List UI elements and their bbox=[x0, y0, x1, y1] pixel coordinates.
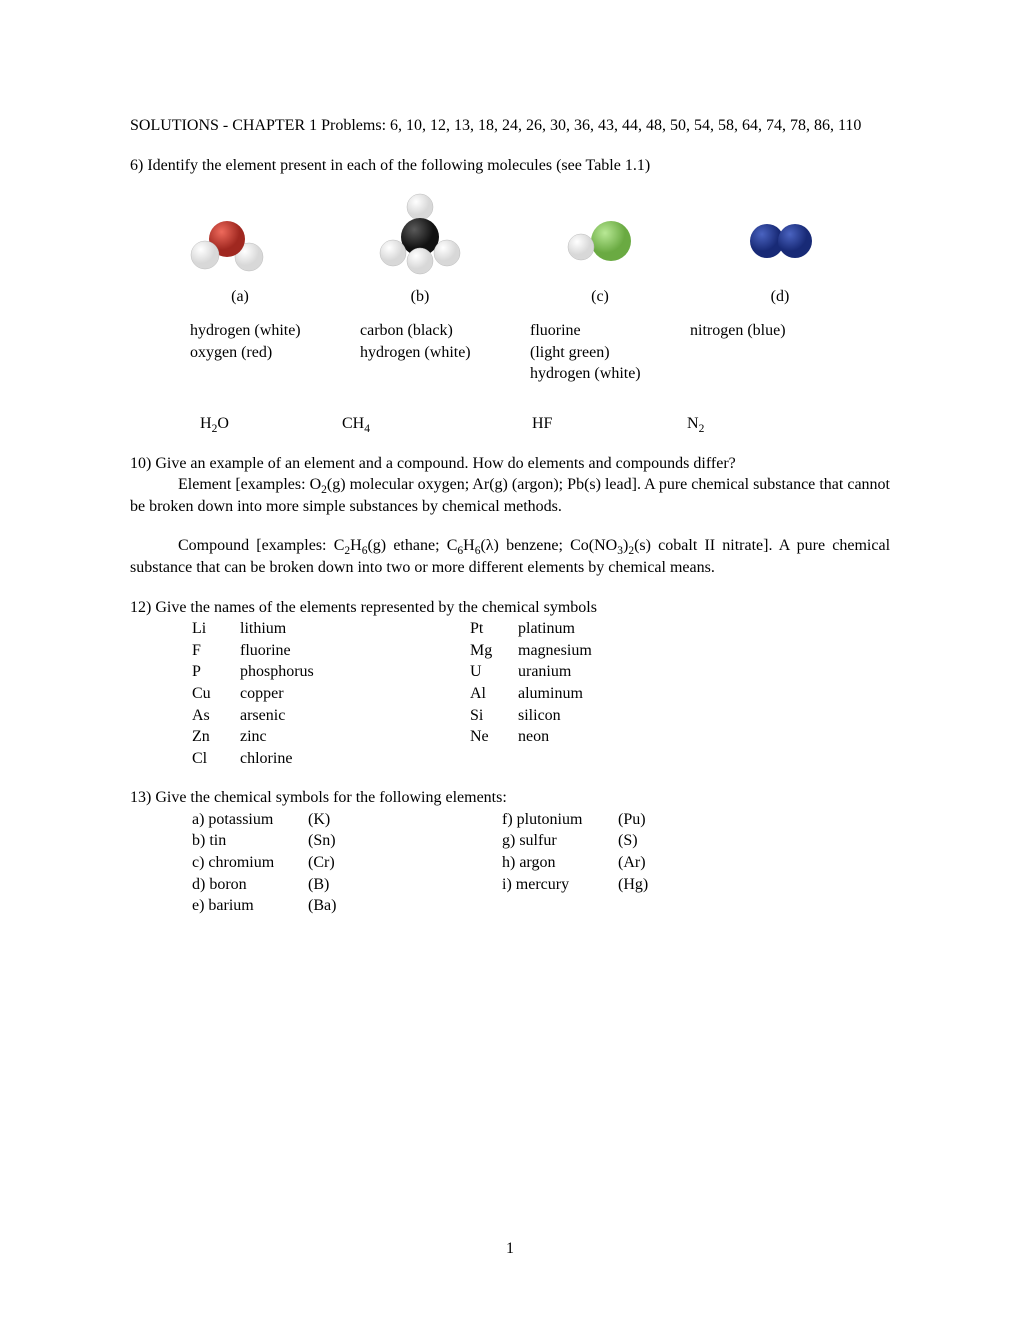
question-13: 13) Give the chemical symbols for the fo… bbox=[130, 787, 890, 809]
sym-label: i) mercury bbox=[502, 874, 618, 896]
symbols-table: a) potassium(K) b) tin(Sn) c) chromium(C… bbox=[192, 809, 890, 917]
el-sym: As bbox=[192, 705, 240, 727]
el-name: aluminum bbox=[518, 683, 583, 705]
question-6: 6) Identify the element present in each … bbox=[130, 155, 890, 177]
el-name: fluorine bbox=[240, 640, 470, 662]
el-sym: F bbox=[192, 640, 240, 662]
desc-b2: hydrogen (white) bbox=[360, 342, 530, 364]
sym-val: (Hg) bbox=[618, 874, 648, 896]
el-sym: Zn bbox=[192, 726, 240, 748]
el-sym: Pt bbox=[470, 618, 518, 640]
formula-d: N2 bbox=[687, 413, 704, 435]
el-sym: Si bbox=[470, 705, 518, 727]
sym-label: h) argon bbox=[502, 852, 618, 874]
el-sym: Al bbox=[470, 683, 518, 705]
formula-row: H2O CH4 HF N2 bbox=[200, 413, 890, 435]
el-name: silicon bbox=[518, 705, 561, 727]
molecule-c bbox=[545, 191, 655, 281]
label-a: (a) bbox=[185, 286, 295, 308]
el-name: lithium bbox=[240, 618, 470, 640]
sym-label: d) boron bbox=[192, 874, 308, 896]
desc-c1: fluorine bbox=[530, 320, 690, 342]
molecule-figure: (a) (b) (c) (d) bbox=[130, 186, 890, 316]
desc-c3: hydrogen (white) bbox=[530, 363, 690, 385]
page-number: 1 bbox=[0, 1240, 1020, 1258]
sym-label: c) chromium bbox=[192, 852, 308, 874]
sym-label: f) plutonium bbox=[502, 809, 618, 831]
sym-val: (K) bbox=[308, 809, 330, 831]
formula-c: HF bbox=[532, 413, 687, 435]
sym-val: (B) bbox=[308, 874, 329, 896]
sym-val: (Pu) bbox=[618, 809, 646, 831]
el-name: zinc bbox=[240, 726, 470, 748]
el-sym: Cl bbox=[192, 748, 240, 770]
question-12: 12) Give the names of the elements repre… bbox=[130, 597, 890, 619]
q10-para2: Compound [examples: C2H6(g) ethane; C6H6… bbox=[130, 535, 890, 578]
title: SOLUTIONS - CHAPTER 1 Problems: 6, 10, 1… bbox=[130, 115, 890, 137]
label-c: (c) bbox=[545, 286, 655, 308]
desc-a1: hydrogen (white) bbox=[190, 320, 360, 342]
sym-val: (Ba) bbox=[308, 895, 336, 917]
desc-c2: (light green) bbox=[530, 342, 690, 364]
label-d: (d) bbox=[725, 286, 835, 308]
molecule-descriptions: hydrogen (white) oxygen (red) carbon (bl… bbox=[190, 320, 890, 385]
sym-val: (Cr) bbox=[308, 852, 335, 874]
sym-label: g) sulfur bbox=[502, 830, 618, 852]
el-name: magnesium bbox=[518, 640, 592, 662]
desc-b1: carbon (black) bbox=[360, 320, 530, 342]
el-name: platinum bbox=[518, 618, 575, 640]
sym-label: a) potassium bbox=[192, 809, 308, 831]
el-sym: U bbox=[470, 661, 518, 683]
sym-val: (Ar) bbox=[618, 852, 646, 874]
el-sym: Mg bbox=[470, 640, 518, 662]
el-name: arsenic bbox=[240, 705, 470, 727]
sym-label: b) tin bbox=[192, 830, 308, 852]
el-name: chlorine bbox=[240, 748, 470, 770]
el-name: phosphorus bbox=[240, 661, 470, 683]
formula-a: H2O bbox=[200, 413, 342, 435]
sym-label: e) barium bbox=[192, 895, 308, 917]
q10-para1: Element [examples: O2(g) molecular oxyge… bbox=[130, 474, 890, 517]
formula-b: CH4 bbox=[342, 413, 532, 435]
desc-a2: oxygen (red) bbox=[190, 342, 360, 364]
molecule-d bbox=[725, 191, 835, 281]
el-name: uranium bbox=[518, 661, 571, 683]
el-sym: Ne bbox=[470, 726, 518, 748]
desc-d1: nitrogen (blue) bbox=[690, 320, 786, 342]
el-sym: Li bbox=[192, 618, 240, 640]
el-name: copper bbox=[240, 683, 470, 705]
elements-table: LilithiumPtplatinum FfluorineMgmagnesium… bbox=[192, 618, 890, 769]
label-b: (b) bbox=[365, 286, 475, 308]
el-name: neon bbox=[518, 726, 549, 748]
molecule-b bbox=[365, 191, 475, 281]
sym-val: (Sn) bbox=[308, 830, 336, 852]
sym-val: (S) bbox=[618, 830, 638, 852]
molecule-a bbox=[185, 191, 295, 281]
el-sym: P bbox=[192, 661, 240, 683]
el-sym: Cu bbox=[192, 683, 240, 705]
question-10: 10) Give an example of an element and a … bbox=[130, 453, 890, 475]
